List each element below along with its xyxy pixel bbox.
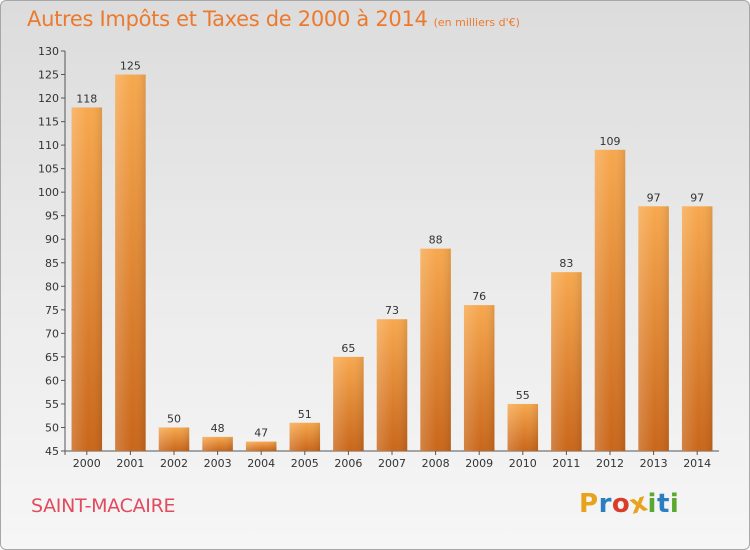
y-tick-label: 120 [38,92,59,105]
chart-title: Autres Impôts et Taxes de 2000 à 2014 (en… [27,7,520,31]
y-tick-label: 85 [45,257,59,270]
bar-shade [681,206,713,451]
commune-name: SAINT-MACAIRE [31,495,176,517]
data-label: 97 [647,191,661,204]
bar-shade [71,107,103,452]
y-tick-label: 115 [38,116,59,129]
bar-shade [202,436,233,451]
x-tick-label: 2003 [204,457,232,470]
bar-shade [376,319,408,451]
y-tick-label: 130 [38,45,59,58]
data-label: 51 [298,408,312,421]
data-label: 47 [254,427,268,440]
y-tick-label: 100 [38,186,59,199]
bar-shade [638,206,669,451]
x-tick-label: 2004 [247,457,275,470]
x-tick-label: 2011 [552,457,580,470]
x-tick-label: 2012 [596,457,624,470]
bar-shade [551,272,582,451]
x-tick-label: 2005 [291,457,319,470]
chart-subtitle: (en milliers d'€) [433,16,520,29]
data-label: 48 [211,422,225,435]
y-tick-label: 110 [38,139,59,152]
logo-letter: o [611,489,631,519]
data-label: 65 [341,342,355,355]
logo-letter: P [579,489,599,519]
data-label: 73 [385,304,399,317]
y-tick-label: 60 [45,374,59,387]
y-tick-label: 70 [45,327,59,340]
x-tick-label: 2001 [116,457,144,470]
data-label: 55 [516,389,530,402]
x-tick-label: 2006 [334,457,362,470]
data-label: 118 [76,92,97,105]
data-label: 109 [600,135,621,148]
y-tick-label: 125 [38,69,59,82]
bar-shade [158,427,190,451]
data-label: 88 [429,234,443,247]
bar-shade [245,441,277,451]
data-label: 76 [472,290,486,303]
logo-letter: i [647,489,657,519]
y-tick-label: 105 [38,163,59,176]
x-tick-label: 2010 [509,457,537,470]
bars [71,74,713,452]
logo-letter: r [598,489,612,519]
proxiti-logo: Proxiti [579,487,680,520]
data-label: 97 [690,191,704,204]
axes: 45 50 55 60 65 70 75 80 85 90 95 100 105 110 115 120 125… [38,45,719,470]
x-tick-label: 2013 [640,457,668,470]
x-tick-label: 2007 [378,457,406,470]
data-label: 50 [167,412,181,425]
y-tick-label: 80 [45,280,59,293]
x-tick-label: 2009 [465,457,493,470]
data-label: 125 [120,60,141,73]
bar-shade [420,248,451,451]
bar-shade [115,74,146,451]
y-tick-label: 95 [45,210,59,223]
x-tick-label: 2014 [683,457,711,470]
bar-shade [333,356,364,451]
bar-shade [289,422,321,451]
bar-shade [594,149,626,451]
data-labels: 118 125 50 48 47 51 65 73 88 76 55 83 109 97 97 [76,60,704,440]
bar-shade [507,403,539,451]
logo-letter: i [669,489,680,519]
data-label: 83 [559,257,573,270]
y-tick-label: 45 [45,445,59,458]
x-tick-label: 2002 [160,457,188,470]
y-tick-label: 90 [45,233,59,246]
logo-letter: t [656,489,670,519]
y-tick-label: 65 [45,351,59,364]
x-tick-label: 2000 [73,457,101,470]
y-tick-label: 55 [45,398,59,411]
bar-shade [463,305,495,451]
y-tick-label: 50 [45,421,59,434]
x-tick-label: 2008 [422,457,450,470]
y-tick-label: 75 [45,304,59,317]
